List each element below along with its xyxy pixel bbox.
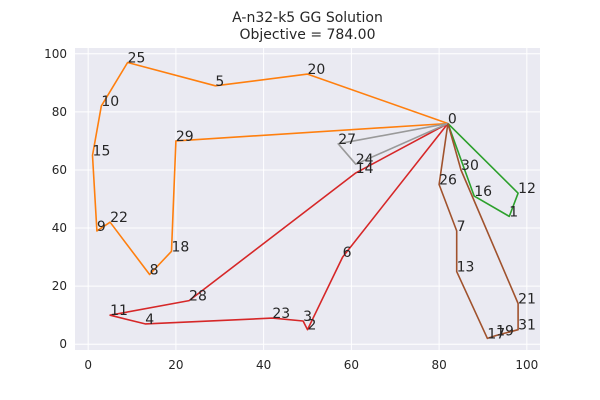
node-label: 27 [338,132,356,148]
route-line [91,61,449,276]
node-label: 5 [215,74,224,90]
node-label: 13 [457,260,475,276]
node-label: 4 [145,312,154,328]
chart-subtitle: Objective = 784.00 [239,27,375,43]
node-label: 14 [356,161,374,177]
x-tick-label: 0 [84,358,92,372]
node-label: 31 [518,318,536,334]
node-label: 10 [101,94,119,110]
node-label: 11 [110,303,128,319]
node-label: 30 [461,158,479,174]
node-label: 2 [308,318,317,334]
node-label: 15 [93,143,111,159]
node-label: 20 [308,62,326,78]
node-label: 16 [474,184,492,200]
grid [75,48,540,350]
node-label: 18 [172,239,190,255]
node-label: 19 [496,323,514,339]
x-tick-label: 20 [168,358,183,372]
node-label: 23 [272,306,290,322]
node-label: 25 [128,51,146,67]
node-label: 1 [509,204,518,220]
node-label: 12 [518,181,536,197]
node-label: 8 [150,263,159,279]
node-label: 3 [303,309,312,325]
y-tick-label: 20 [52,279,67,293]
plot-area [75,48,540,350]
node-label: 9 [97,219,106,235]
route-line [109,122,449,331]
node-label: 21 [518,292,536,308]
y-tick-label: 40 [52,221,67,235]
y-tick-label: 100 [44,47,67,61]
node-label: 24 [356,152,374,168]
route-line [447,122,519,218]
node-label: 26 [439,172,457,188]
node-label: 0 [448,112,457,128]
node-labels: 0123456789101112131415161718192021222324… [93,51,536,343]
node-label: 17 [487,326,505,342]
x-tick-label: 100 [515,358,538,372]
routes [91,61,519,340]
x-tick-label: 60 [344,358,359,372]
node-label: 6 [343,245,352,261]
node-label: 29 [176,129,194,145]
route-line [337,122,449,165]
x-tick-label: 40 [256,358,271,372]
y-tick-label: 0 [59,337,67,351]
chart-title: A-n32-k5 GG Solution [232,10,383,26]
y-tick-label: 80 [52,105,67,119]
x-tick-label: 80 [431,358,446,372]
node-label: 22 [110,210,128,226]
node-label: 28 [189,289,207,305]
route-line [438,123,519,340]
node-label: 7 [457,219,466,235]
y-tick-label: 60 [52,163,67,177]
